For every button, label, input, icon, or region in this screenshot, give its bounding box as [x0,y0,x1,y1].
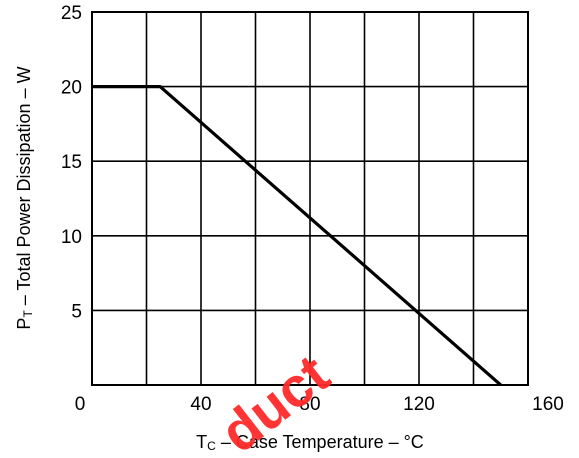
x-tick-label: 160 [532,394,564,415]
y-tick-label: 10 [61,227,82,248]
derating-curve [92,84,502,387]
plot-frame [91,11,529,386]
x-tick-label: 40 [190,394,211,415]
y-tick-label: 20 [61,78,82,99]
y-tick-labels: 5 10 15 20 25 [61,3,82,322]
y-tick-label: 15 [61,152,82,173]
grid-lines [92,12,528,385]
y-tick-label: 25 [61,3,82,24]
x-tick-labels: 0 40 80 120 160 [75,394,564,415]
x-axis-label: TC – Case Temperature – °C [196,432,424,453]
series-group [92,84,502,387]
x-tick-label: 80 [299,394,320,415]
x-tick-label: 0 [75,394,86,415]
y-axis-label: PT – Total Power Dissipation – W [14,66,35,329]
x-tick-label: 120 [403,394,435,415]
y-tick-label: 5 [71,301,82,322]
